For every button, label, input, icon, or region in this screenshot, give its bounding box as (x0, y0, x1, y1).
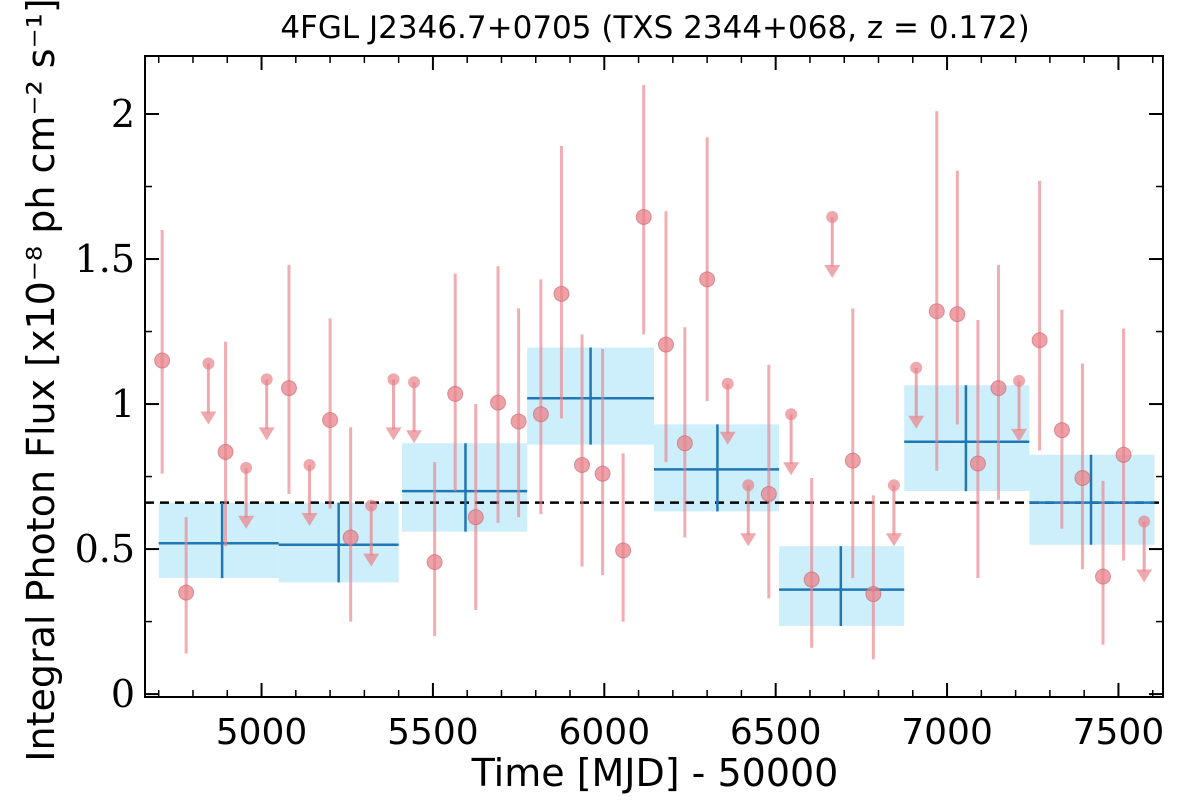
short-bin-point-31 (803, 571, 820, 588)
short-bin-point-25 (676, 435, 693, 452)
x-tick-label-5: 7500 (1073, 712, 1165, 753)
y-tick-label-4: 2 (111, 92, 135, 136)
upper-limit-arrow-4 (238, 515, 255, 529)
short-bin-point-42 (1031, 332, 1048, 349)
short-bin-point-17 (510, 413, 527, 430)
upper-limit-arrow-30 (783, 462, 800, 476)
short-bin-point-1 (178, 584, 195, 601)
short-bin-markers (154, 85, 1153, 660)
x-axis-label: Time [MJD] - 50000 (471, 751, 839, 795)
short-bin-point-0 (154, 352, 171, 369)
chart-title: 4FGL J2346.7+0705 (TXS 2344+068, z = 0.1… (280, 10, 1029, 46)
upper-limit-point-32 (826, 210, 839, 223)
short-bin-point-33 (844, 452, 861, 469)
upper-limit-point-47 (1138, 515, 1151, 528)
tick-marks (145, 56, 1163, 697)
x-tick-label-3: 6500 (730, 712, 822, 753)
x-tick-label-4: 7000 (901, 712, 993, 753)
upper-limit-point-35 (887, 479, 900, 492)
upper-limit-arrow-2 (200, 411, 217, 425)
plot-frame (144, 55, 1164, 698)
short-bin-point-16 (490, 394, 507, 411)
short-bin-point-39 (969, 455, 986, 472)
upper-limit-arrow-47 (1136, 569, 1153, 583)
short-bin-point-8 (322, 412, 339, 429)
short-bin-point-26 (699, 271, 716, 288)
upper-limit-point-4 (240, 461, 253, 474)
upper-limit-point-10 (365, 499, 378, 512)
short-bin-point-24 (657, 336, 674, 353)
upper-limit-point-41 (1013, 374, 1026, 387)
upper-limit-point-12 (408, 376, 421, 389)
short-bin-point-22 (615, 542, 632, 559)
upper-limit-point-36 (910, 361, 923, 374)
x-tick-label-1: 5500 (387, 712, 479, 753)
short-bin-point-20 (574, 456, 591, 473)
y-axis-label: Integral Photon Flux [x10⁻⁸ ph cm⁻² s⁻¹] (19, 0, 63, 762)
long-bin-band-0 (158, 502, 279, 579)
axes-frame (144, 55, 1164, 698)
short-bin-point-37 (928, 303, 945, 320)
y-tick-label-1: 0.5 (75, 527, 135, 571)
long-bin-markers (158, 347, 1155, 626)
upper-limit-point-5 (260, 373, 273, 386)
y-tick-label-3: 1.5 (75, 237, 135, 281)
short-bin-point-6 (280, 380, 297, 397)
upper-limit-arrow-36 (908, 415, 925, 429)
x-tick-label-0: 5000 (216, 712, 308, 753)
x-tick-label-2: 6000 (558, 712, 650, 753)
upper-limit-arrow-27 (719, 431, 736, 445)
upper-limit-arrow-32 (824, 264, 841, 278)
upper-limit-arrow-10 (363, 553, 380, 567)
upper-limit-point-27 (721, 377, 734, 390)
upper-limit-arrow-12 (406, 430, 423, 444)
short-bin-point-43 (1053, 422, 1070, 439)
upper-limit-arrow-41 (1011, 428, 1028, 442)
short-bin-point-29 (760, 485, 777, 502)
short-bin-point-40 (990, 380, 1007, 397)
short-bin-point-45 (1095, 568, 1112, 585)
short-bin-point-19 (553, 285, 570, 302)
short-bin-point-46 (1115, 446, 1132, 463)
upper-limit-arrow-7 (301, 512, 318, 526)
short-bin-point-3 (217, 443, 234, 460)
upper-limit-point-2 (202, 357, 215, 370)
short-bin-point-21 (594, 465, 611, 482)
upper-limit-arrow-5 (258, 427, 275, 441)
short-bin-point-15 (467, 509, 484, 526)
y-tick-label-2: 1 (111, 382, 135, 426)
short-bin-point-9 (342, 529, 359, 546)
upper-limit-point-30 (785, 408, 798, 421)
upper-limit-point-11 (387, 373, 400, 386)
short-bin-point-23 (635, 208, 652, 225)
short-bin-point-44 (1074, 470, 1091, 487)
tick-labels: 5000 5500 6000 6500 7000 7500 0 0.5 1 1.5 2 (75, 92, 1165, 753)
short-bin-point-38 (949, 306, 966, 323)
upper-limit-arrow-28 (740, 533, 757, 547)
upper-limit-arrow-11 (385, 427, 402, 441)
short-bin-point-34 (865, 586, 882, 603)
short-bin-point-14 (447, 385, 464, 402)
short-bin-point-13 (426, 554, 443, 571)
short-bin-point-18 (532, 406, 549, 423)
upper-limit-point-28 (742, 479, 755, 492)
y-tick-label-0: 0 (111, 672, 135, 716)
upper-limit-arrow-35 (885, 533, 902, 547)
upper-limit-point-7 (303, 458, 316, 471)
